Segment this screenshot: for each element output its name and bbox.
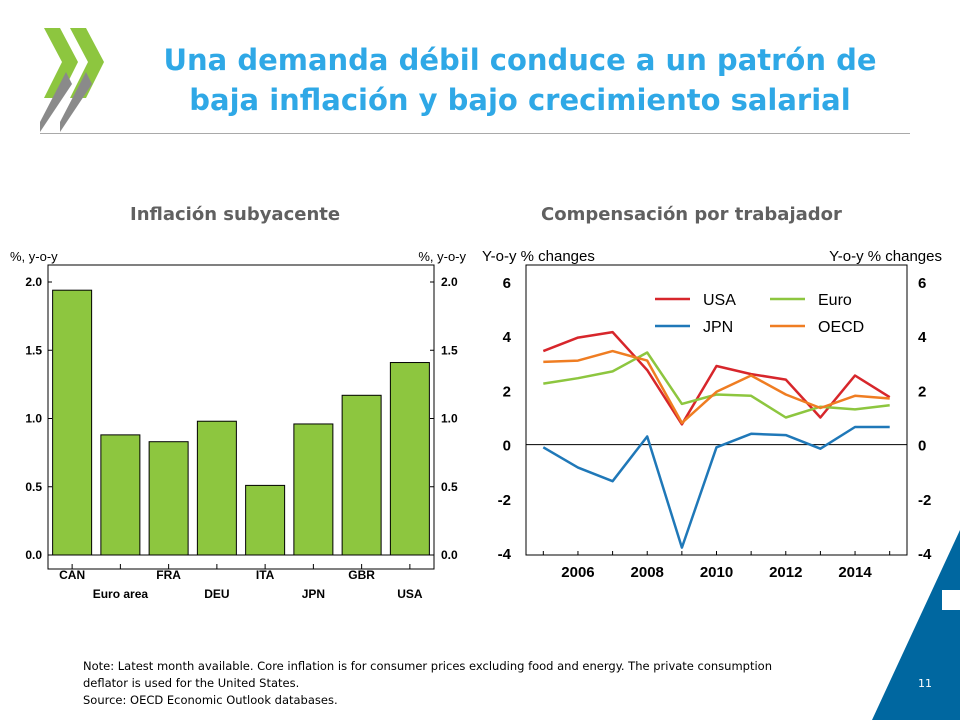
bar-ita	[245, 484, 286, 556]
line-xtick-label: 2014	[838, 564, 872, 581]
line-ytick-left: 6	[503, 275, 511, 292]
bar-ytick-right: 1.0	[441, 412, 458, 426]
bar-category-label: DEU	[204, 587, 229, 601]
bar-category-label: FRA	[156, 568, 181, 582]
note-line2: deflator is used for the United States.	[83, 676, 300, 690]
series-line-jpn	[542, 425, 890, 549]
bar-ytick-left: 0.5	[25, 480, 42, 494]
line-legend: USA Euro JPN OECD	[655, 292, 864, 336]
page-number: 11	[918, 677, 932, 690]
bar-ylabel-right: %, y-o-y	[418, 249, 466, 264]
bar-chart-title: Inflación subyacente	[130, 204, 341, 225]
bar-deu	[196, 420, 237, 556]
bar-gbr	[341, 394, 382, 556]
page-title-line2: baja inflación y bajo crecimiento salari…	[189, 83, 851, 117]
line-ytick-left: 2	[503, 383, 511, 400]
bar-ytick-left: 0.0	[25, 548, 42, 562]
page-title: Una demanda débil conduce a un patrón de…	[120, 40, 920, 120]
bar-plot-frame	[47, 264, 435, 570]
bar-category-label: CAN	[59, 568, 85, 582]
bar-category-label: JPN	[302, 587, 325, 601]
legend-label-euro: Euro	[818, 292, 852, 309]
bar-ytick-right: 1.5	[441, 343, 458, 357]
bar-ytick-right: 0.0	[441, 548, 458, 562]
line-chart-title: Compensación por trabajador	[541, 204, 842, 225]
line-ytick-right: 4	[918, 329, 927, 346]
line-ytick-left: 0	[503, 438, 511, 455]
line-ytick-right: 0	[918, 438, 926, 455]
footer-note: Note: Latest month available. Core infla…	[83, 658, 883, 709]
bar-ytick-left: 1.0	[25, 412, 42, 426]
bar-can	[52, 289, 93, 556]
title-divider	[40, 133, 910, 134]
bar-category-label: GBR	[348, 568, 375, 582]
legend-label-jpn: JPN	[703, 319, 733, 336]
line-ylabel-right: Y-o-y % changes	[829, 248, 942, 265]
line-ytick-right: -2	[918, 492, 931, 509]
line-ytick-left: -2	[498, 492, 511, 509]
oecd-logo-icon	[40, 28, 104, 132]
line-xtick-label: 2010	[700, 564, 733, 581]
source-line: Source: OECD Economic Outlook databases.	[83, 693, 338, 707]
bar-category-label: Euro area	[93, 587, 149, 601]
bar-category-label: USA	[397, 587, 423, 601]
legend-label-usa: USA	[703, 292, 736, 309]
line-ytick-right: 6	[918, 275, 926, 292]
page-title-line1: Una demanda débil conduce a un patrón de	[163, 43, 877, 77]
line-xtick-label: 2008	[631, 564, 664, 581]
bar-ytick-right: 0.5	[441, 480, 458, 494]
bar-ylabel-left: %, y-o-y	[10, 249, 58, 264]
series-line-euro	[543, 351, 890, 419]
line-ytick-left: 4	[503, 329, 512, 346]
series-line-usa	[542, 330, 891, 426]
bar-ytick-left: 2.0	[25, 275, 42, 289]
bar-fra	[148, 441, 189, 556]
line-ytick-right: 2	[918, 383, 926, 400]
series-line-oecd	[543, 349, 890, 425]
bar-euro-area	[100, 434, 141, 556]
note-line1: Note: Latest month available. Core infla…	[83, 659, 772, 673]
bar-usa	[389, 362, 430, 556]
line-ytick-left: -4	[498, 546, 512, 563]
bar-ytick-left: 1.5	[25, 343, 42, 357]
line-ylabel-left: Y-o-y % changes	[482, 248, 595, 265]
line-xtick-label: 2012	[769, 564, 802, 581]
bar-category-label: ITA	[256, 568, 275, 582]
bar-ytick-right: 2.0	[441, 275, 458, 289]
legend-label-oecd: OECD	[818, 319, 864, 336]
bar-jpn	[293, 423, 334, 556]
line-xtick-label: 2006	[561, 564, 594, 581]
line-ytick-right: -4	[918, 546, 932, 563]
